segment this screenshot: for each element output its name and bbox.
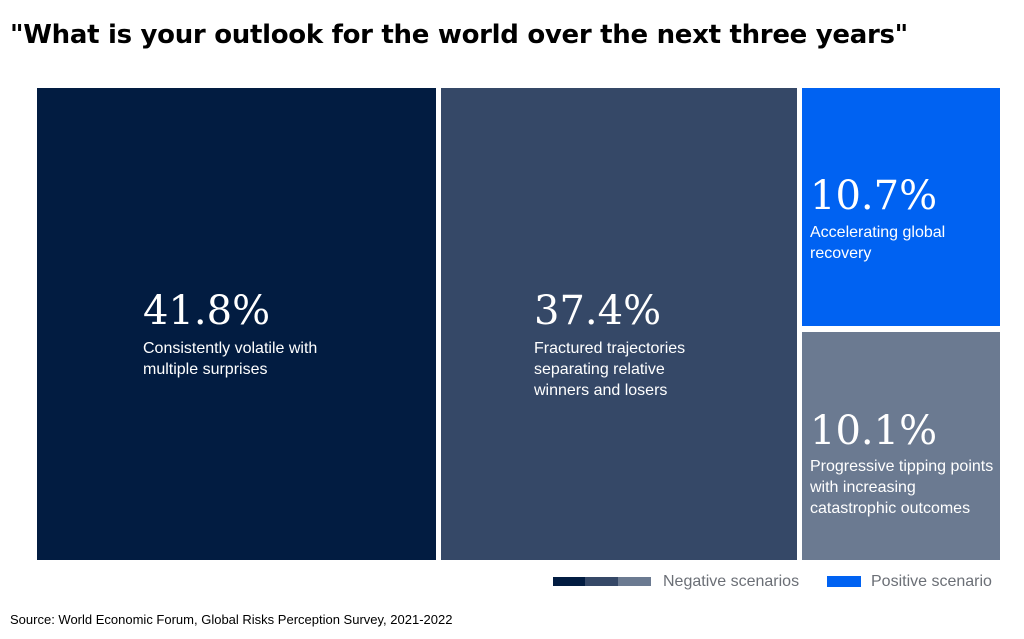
legend-swatch-volatile bbox=[553, 577, 585, 586]
tile-value-label: 37.4% bbox=[534, 288, 662, 334]
source-note: Source: World Economic Forum, Global Ris… bbox=[10, 612, 453, 627]
legend-label-negative: Negative scenarios bbox=[663, 573, 800, 590]
tile-accelerating-recovery: 10.7% Accelerating global recovery bbox=[802, 88, 1000, 326]
tile-value-label: 10.1% bbox=[810, 408, 938, 454]
legend-swatch-fractured bbox=[585, 577, 618, 586]
tile-category-label: Fractured trajectories separating relati… bbox=[534, 340, 686, 399]
chart-title: "What is your outlook for the world over… bbox=[10, 20, 908, 50]
tile-category-label: Accelerating global recovery bbox=[810, 224, 946, 262]
tile-category-label: Progressive tipping points with increasi… bbox=[810, 458, 994, 517]
legend: Negative scenarios Positive scenario bbox=[553, 572, 1003, 594]
legend-label-positive: Positive scenario bbox=[871, 573, 992, 590]
tile-consistently-volatile: 41.8% Consistently volatile with multipl… bbox=[37, 88, 436, 560]
legend-swatch-positive bbox=[827, 576, 861, 587]
tile-value-label: 10.7% bbox=[810, 173, 938, 219]
legend-swatch-tipping bbox=[618, 577, 651, 586]
tile-progressive-tipping-points: 10.1% Progressive tipping points with in… bbox=[802, 332, 1000, 560]
tile-category-label: Consistently volatile with multiple surp… bbox=[143, 340, 318, 378]
tile-fractured-trajectories: 37.4% Fractured trajectories separating … bbox=[441, 88, 797, 560]
tile-value-label: 41.8% bbox=[143, 288, 271, 334]
